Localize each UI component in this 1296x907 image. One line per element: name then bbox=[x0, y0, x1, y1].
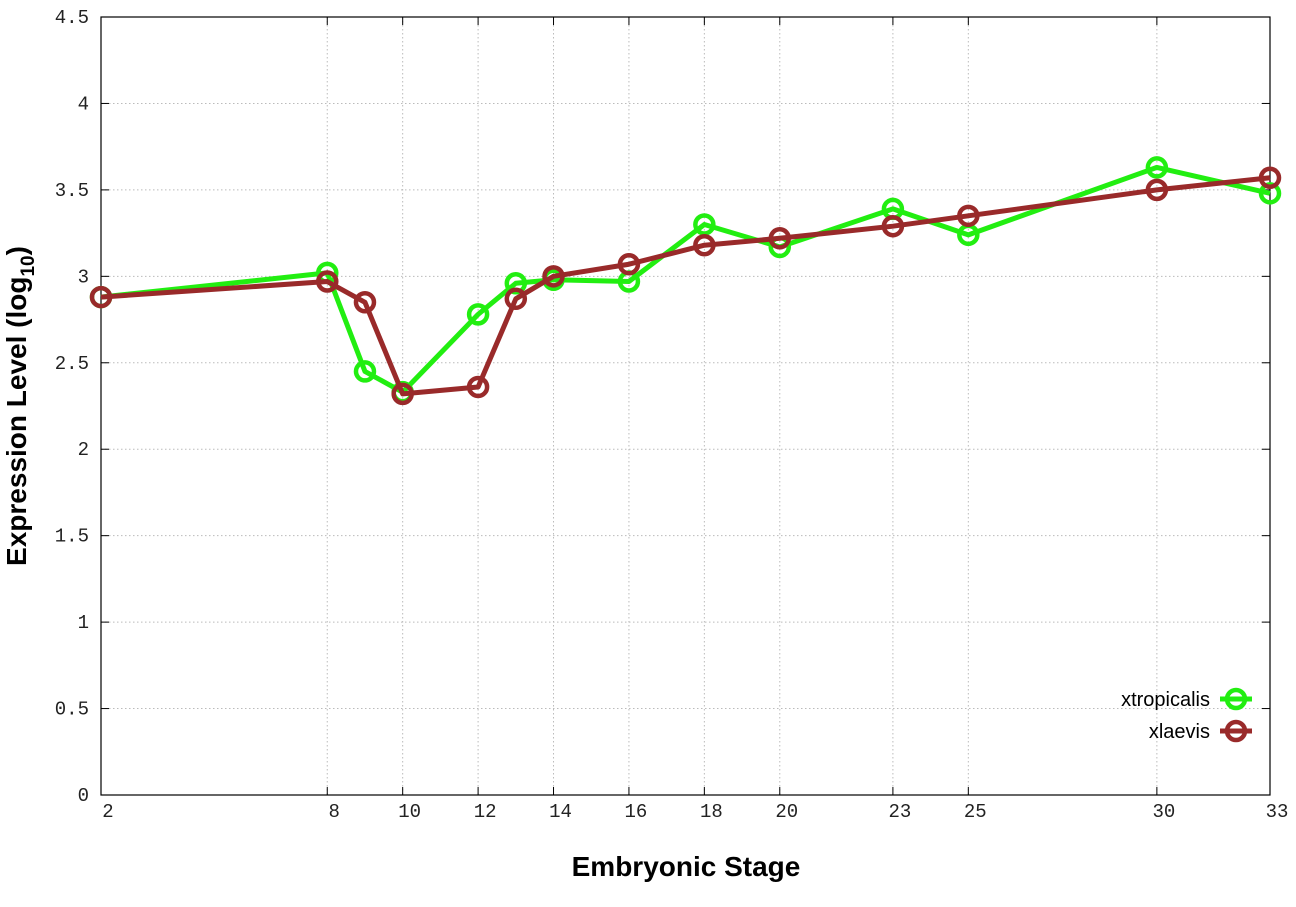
plot-frame bbox=[100, 16, 1271, 796]
y-tick-label: 2.5 bbox=[55, 353, 89, 375]
y-tick-label: 1.5 bbox=[55, 526, 89, 548]
data-point bbox=[617, 252, 641, 276]
y-tick-label: 0.5 bbox=[55, 699, 89, 721]
y-axis-title-text: Expression Level (log bbox=[1, 277, 32, 566]
x-tick-label: 25 bbox=[964, 801, 987, 823]
x-tick-label: 23 bbox=[888, 801, 911, 823]
series-line bbox=[100, 175, 1271, 397]
data-point bbox=[542, 265, 565, 288]
data-point bbox=[693, 233, 716, 257]
data-point bbox=[316, 270, 339, 293]
x-tick-label: 10 bbox=[398, 801, 421, 823]
data-point bbox=[1258, 182, 1282, 205]
y-tick-label: 4 bbox=[78, 93, 89, 115]
y-tick-label: 0 bbox=[78, 785, 89, 807]
data-point bbox=[1145, 156, 1169, 179]
y-tick-label: 3.5 bbox=[55, 180, 89, 202]
y-axis-title-sub: 10 bbox=[18, 255, 39, 276]
data-point bbox=[391, 382, 414, 406]
y-tick-label: 1 bbox=[78, 612, 89, 634]
data-point bbox=[1145, 178, 1169, 202]
data-point bbox=[768, 227, 792, 250]
x-tick-label: 14 bbox=[549, 801, 572, 823]
data-point bbox=[504, 271, 528, 295]
data-point bbox=[466, 303, 490, 326]
y-tick-label: 3 bbox=[78, 266, 89, 288]
x-tick-label: 33 bbox=[1266, 801, 1289, 823]
data-point bbox=[89, 285, 113, 309]
data-point bbox=[957, 204, 980, 228]
x-tick-label: 8 bbox=[329, 801, 340, 823]
y-tick-label: 4.5 bbox=[55, 7, 89, 29]
y-axis-title-end: ) bbox=[1, 246, 32, 255]
x-tick-label: 12 bbox=[474, 801, 497, 823]
y-tick-label: 2 bbox=[78, 439, 89, 461]
legend-label: xlaevis bbox=[1149, 721, 1210, 743]
data-point bbox=[693, 213, 716, 236]
x-axis-title: Embryonic Stage bbox=[572, 851, 801, 882]
legend-label: xtropicalis bbox=[1121, 689, 1210, 711]
data-point bbox=[1258, 166, 1282, 190]
data-point bbox=[504, 287, 528, 311]
series-line bbox=[100, 164, 1271, 395]
data-point bbox=[353, 360, 377, 383]
x-tick-label: 2 bbox=[102, 801, 113, 823]
x-tick-label: 20 bbox=[775, 801, 798, 823]
x-tick-label: 18 bbox=[700, 801, 723, 823]
data-point bbox=[353, 291, 377, 314]
data-point bbox=[466, 375, 490, 399]
legend-swatch bbox=[1224, 719, 1248, 743]
y-axis-title: Expression Level (log10) bbox=[1, 246, 39, 566]
legend-swatch bbox=[1224, 687, 1248, 711]
x-tick-label: 16 bbox=[625, 801, 648, 823]
x-tick-label: 30 bbox=[1152, 801, 1175, 823]
data-point bbox=[881, 214, 905, 238]
